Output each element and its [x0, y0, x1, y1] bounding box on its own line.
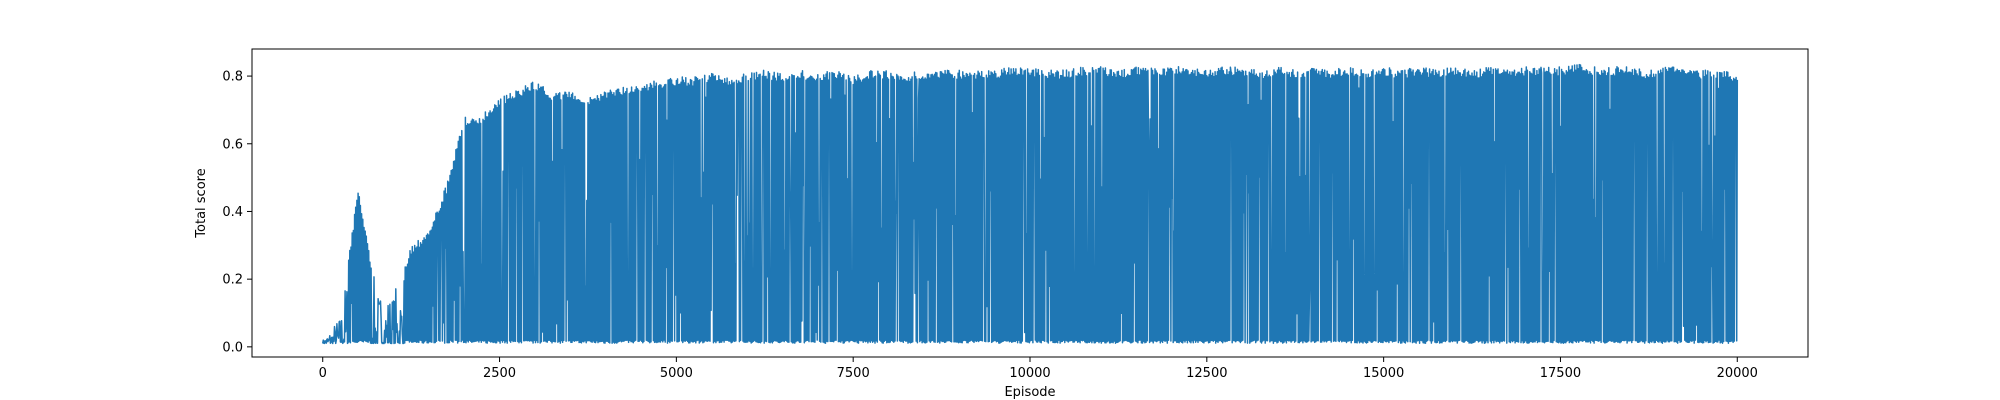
x-axis-label: Episode: [1004, 385, 1055, 400]
y-axis: 0.0 0.2 0.4 0.6 0.8: [222, 70, 252, 355]
x-tick-label: 15000: [1363, 366, 1404, 381]
x-tick-label: 7500: [837, 366, 870, 381]
y-tick-label: 0.0: [222, 340, 243, 355]
y-tick-label: 0.4: [222, 205, 243, 220]
y-tick-label: 0.2: [222, 273, 243, 288]
y-tick-label: 0.6: [222, 137, 243, 152]
x-tick-label: 5000: [660, 366, 693, 381]
score-series-line: [321, 63, 1739, 345]
x-axis: 0 2500 5000 7500 10000 12500 15000 17500 20000: [319, 357, 1758, 381]
y-axis-label: Total score: [194, 168, 209, 238]
x-tick-label: 12500: [1186, 366, 1227, 381]
x-tick-label: 2500: [483, 366, 516, 381]
x-tick-label: 10000: [1009, 366, 1050, 381]
y-tick-label: 0.8: [222, 70, 243, 85]
x-tick-label: 0: [319, 366, 327, 381]
x-tick-label: 17500: [1540, 366, 1581, 381]
series-layer: [321, 63, 1739, 345]
x-tick-label: 20000: [1717, 366, 1758, 381]
